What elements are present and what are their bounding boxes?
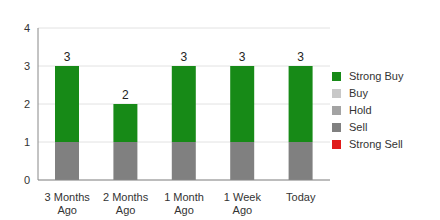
svg-text:2: 2 xyxy=(122,88,129,102)
html-text:Hold: Hold xyxy=(349,104,372,116)
svg-text:1 MonthAgo: 1 MonthAgo xyxy=(164,191,204,216)
svg-text:3: 3 xyxy=(297,50,304,64)
html-text:Sell: Sell xyxy=(349,121,368,133)
svg-text:3: 3 xyxy=(239,50,246,64)
svg-text:0: 0 xyxy=(24,174,30,186)
svg-text:Today: Today xyxy=(286,191,316,203)
svg-text:2: 2 xyxy=(24,98,30,110)
html-text:Buy: Buy xyxy=(349,87,368,99)
svg-text:3 MonthsAgo: 3 MonthsAgo xyxy=(45,191,91,216)
svg-text:3: 3 xyxy=(180,50,187,64)
svg-text:1 WeekAgo: 1 WeekAgo xyxy=(224,191,262,216)
svg-text:3: 3 xyxy=(64,50,71,64)
html-text:Strong Buy: Strong Buy xyxy=(349,70,404,82)
svg-text:3: 3 xyxy=(24,60,30,72)
html-text:Strong Sell: Strong Sell xyxy=(349,138,403,150)
svg-text:1: 1 xyxy=(24,136,30,148)
svg-text:2 MonthsAgo: 2 MonthsAgo xyxy=(103,191,149,216)
svg-text:4: 4 xyxy=(24,22,30,34)
